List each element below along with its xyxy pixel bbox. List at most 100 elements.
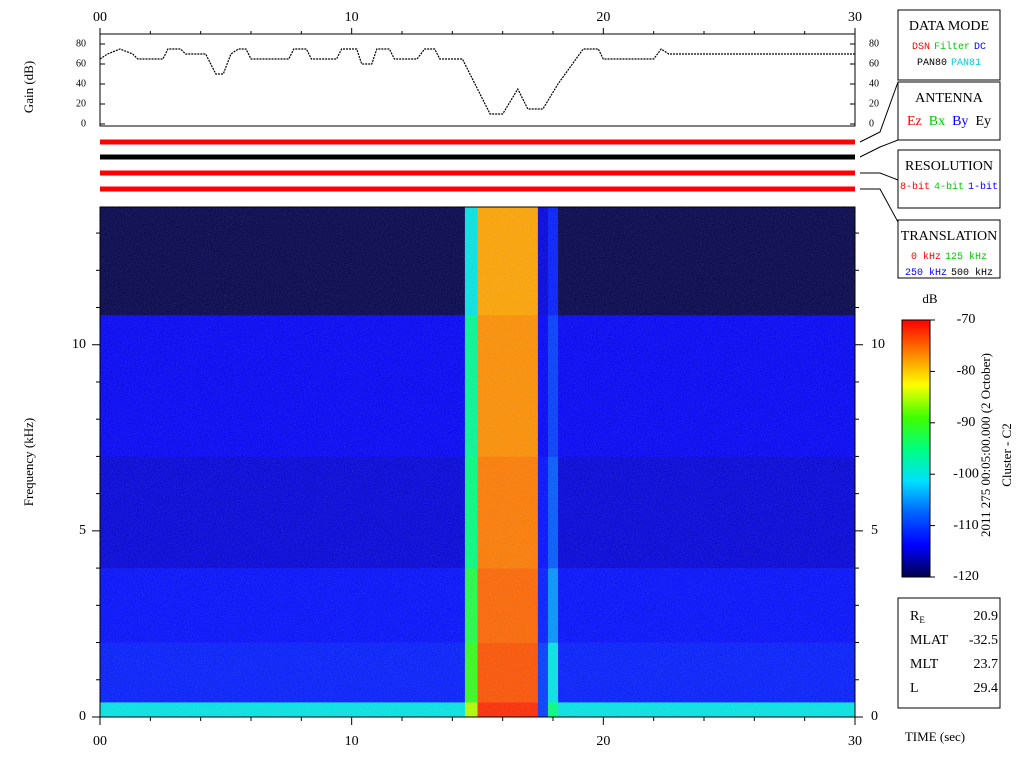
y-tick-label: 20 (869, 98, 879, 109)
colorbar-swatch (902, 440, 930, 443)
colorbar-swatch (902, 566, 930, 570)
colorbar-swatch (902, 432, 930, 435)
colorbar-swatch (902, 526, 930, 530)
colorbar-swatch (902, 522, 930, 526)
colorbar-swatch (902, 380, 930, 383)
colorbar-swatch (902, 500, 930, 504)
colorbar-swatch (902, 558, 930, 562)
colorbar-swatch (902, 430, 930, 433)
colorbar-swatch (902, 352, 930, 355)
colorbar-swatch (902, 408, 930, 411)
colorbar-swatch (902, 484, 930, 488)
colorbar-swatch (902, 574, 930, 578)
colorbar-swatch (902, 326, 930, 329)
colorbar-swatch (902, 466, 930, 470)
panel-item: Bx (929, 114, 945, 129)
colorbar-swatch (902, 378, 930, 381)
colorbar-swatch (902, 528, 930, 532)
colorbar-swatch (902, 564, 930, 568)
colorbar-swatch (902, 438, 930, 441)
colorbar-swatch (902, 410, 930, 413)
colorbar-swatch (902, 416, 930, 419)
colorbar-swatch (902, 320, 930, 323)
colorbar-swatch (902, 384, 930, 387)
colorbar-swatch (902, 356, 930, 359)
colorbar-swatch (902, 332, 930, 335)
colorbar-swatch (902, 488, 930, 492)
colorbar-swatch (902, 358, 930, 361)
colorbar-tick-label: -110 (953, 518, 978, 533)
x-tick-label: 20 (596, 10, 610, 25)
panel-item: 500 kHz (951, 267, 993, 279)
colorbar-frame (901, 319, 931, 578)
colorbar-swatch (902, 392, 930, 395)
panel-item: 1-bit (968, 181, 998, 193)
colorbar-swatch (902, 340, 930, 343)
x-axis-label: TIME (sec) (905, 729, 965, 744)
x-tick-label: 10 (345, 734, 359, 749)
colorbar-swatch (902, 442, 930, 445)
info-value: -32.5 (969, 633, 998, 648)
info-label: MLT (910, 657, 939, 672)
colorbar-swatch (902, 348, 930, 351)
colorbar-swatch (902, 474, 930, 478)
y-tick-label: 0 (81, 118, 86, 129)
panel-item: DC (974, 42, 986, 53)
colorbar-swatch (902, 390, 930, 393)
colorbar-swatch (902, 424, 930, 427)
y-tick-label: 60 (76, 58, 86, 69)
y-tick-label: 40 (76, 78, 86, 89)
colorbar-swatch (902, 498, 930, 502)
colorbar-swatch (902, 496, 930, 500)
colorbar-swatch (902, 370, 930, 373)
colorbar-swatch (902, 462, 930, 466)
colorbar-swatch (902, 506, 930, 510)
info-label-text: R (910, 609, 920, 624)
colorbar-swatch (902, 346, 930, 349)
panel-item: Ey (975, 114, 991, 129)
colorbar-swatch (902, 542, 930, 546)
y-tick-label: 80 (76, 38, 86, 49)
info-label-text: L (910, 681, 919, 696)
panel-title: ANTENNA (915, 91, 984, 106)
colorbar-tick-label: -80 (957, 364, 976, 379)
connectors (859, 81, 899, 223)
panel-item: 250 kHz (905, 267, 947, 279)
colorbar-swatch (902, 482, 930, 486)
panel-row: Ez Bx By Ey (907, 114, 991, 129)
info-label: RE (910, 609, 925, 625)
connector (859, 81, 899, 143)
colorbar-swatch (902, 458, 930, 462)
y-tick-label: 5 (79, 523, 86, 538)
spacecraft: Cluster - C2 (999, 423, 1014, 487)
colorbar-swatch (902, 556, 930, 560)
info-label-text: MLAT (910, 633, 949, 648)
colorbar-tick-label: -70 (957, 312, 976, 327)
colorbar-swatch (902, 518, 930, 522)
colorbar-swatch (902, 398, 930, 401)
colorbar-swatch (902, 362, 930, 365)
panel-box (897, 219, 1001, 279)
colorbar-swatch (902, 516, 930, 520)
colorbar-swatch (902, 324, 930, 327)
colorbar-label: dB (922, 291, 938, 306)
panel-item: PAN81 (951, 58, 981, 69)
colorbar-swatch (902, 342, 930, 345)
colorbar-swatch (902, 364, 930, 367)
colorbar-swatch (902, 366, 930, 369)
panel-title: RESOLUTION (905, 159, 993, 174)
colorbar-swatch (902, 336, 930, 339)
info-label-sub: E (919, 615, 925, 625)
y-tick-label: 80 (869, 38, 879, 49)
colorbar-swatch (902, 350, 930, 353)
colorbar-swatch (902, 394, 930, 397)
panel-box (897, 81, 1001, 141)
colorbar-swatch (902, 404, 930, 407)
colorbar-swatch (902, 354, 930, 357)
colorbar-swatch (902, 402, 930, 405)
colorbar-swatch (902, 502, 930, 506)
colorbar-swatch (902, 374, 930, 377)
colorbar-swatch (902, 446, 930, 449)
colorbar-swatch (902, 418, 930, 421)
x-tick-label: 30 (848, 10, 862, 25)
